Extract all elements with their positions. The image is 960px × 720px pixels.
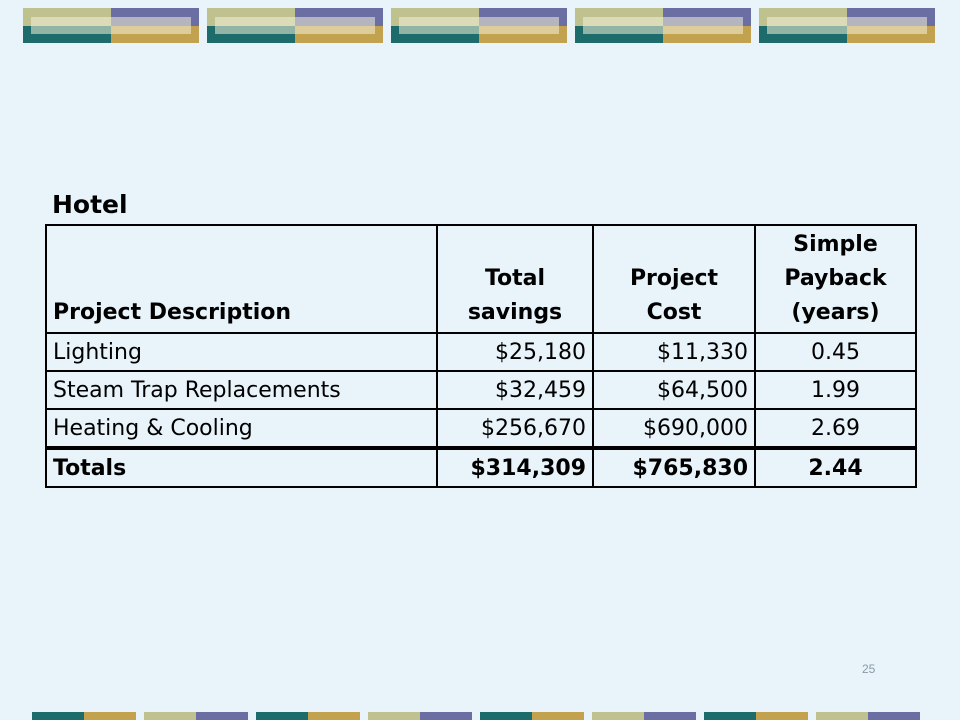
header-text: (years) (791, 300, 880, 325)
header-cell: Project Description (45, 224, 438, 334)
data-table: Project Description Total savings Project Co… (45, 224, 917, 488)
decor-tile (32, 712, 84, 720)
cell: $64,500 (592, 370, 756, 410)
header-text: Cost (646, 300, 702, 325)
decor-tile (31, 17, 191, 34)
header-text: savings (467, 300, 563, 325)
totals-row: Totals $314,309 $765,830 2.44 (45, 446, 917, 488)
header-text: Project (629, 266, 719, 291)
header-cell: Project Cost (592, 224, 756, 334)
cell: 2.69 (754, 408, 917, 449)
cell: $690,000 (592, 408, 756, 449)
page-number: 25 (862, 662, 876, 676)
cell: $314,309 (436, 446, 594, 488)
decor-tile (368, 712, 420, 720)
cell: 2.44 (754, 446, 917, 488)
decor-tile (592, 712, 644, 720)
data-row: Lighting $25,180 $11,330 0.45 (45, 332, 917, 372)
decor-tile (532, 712, 584, 720)
cell: 0.45 (754, 332, 917, 372)
cell: $32,459 (436, 370, 594, 410)
decor-tile (583, 17, 743, 34)
data-row: Steam Trap Replacements $32,459 $64,500 1.9… (45, 370, 917, 410)
decor-tile (256, 712, 308, 720)
header-text: Simple (793, 232, 878, 257)
header-cell: Total savings (436, 224, 594, 334)
cell: Lighting (45, 332, 438, 372)
decor-tile (215, 17, 375, 34)
decor-tile (868, 712, 920, 720)
decor-tile (756, 712, 808, 720)
cell: Steam Trap Replacements (45, 370, 438, 410)
header-text: Project Description (53, 300, 292, 325)
data-row: Heating & Cooling $256,670 $690,000 2.69 (45, 408, 917, 449)
header-row: Project Description Total savings Project Co… (45, 224, 917, 334)
header-cell: Simple Payback (years) (754, 224, 917, 334)
cell: $25,180 (436, 332, 594, 372)
cell: $765,830 (592, 446, 756, 488)
decor-tile (399, 17, 559, 34)
decor-tile (644, 712, 696, 720)
cell: Totals (45, 446, 438, 488)
decor-tile (420, 712, 472, 720)
cell: Heating & Cooling (45, 408, 438, 449)
decor-tile (84, 712, 136, 720)
decor-tile (767, 17, 927, 34)
cell: $11,330 (592, 332, 756, 372)
cell: $256,670 (436, 408, 594, 449)
decor-tile (480, 712, 532, 720)
decor-tile (704, 712, 756, 720)
cell: 1.99 (754, 370, 917, 410)
header-text: Total (484, 266, 546, 291)
decor-tile (308, 712, 360, 720)
decor-tile (144, 712, 196, 720)
header-text: Payback (784, 266, 887, 291)
table-title: Hotel (52, 190, 128, 219)
decor-tile (816, 712, 868, 720)
decor-tile (196, 712, 248, 720)
